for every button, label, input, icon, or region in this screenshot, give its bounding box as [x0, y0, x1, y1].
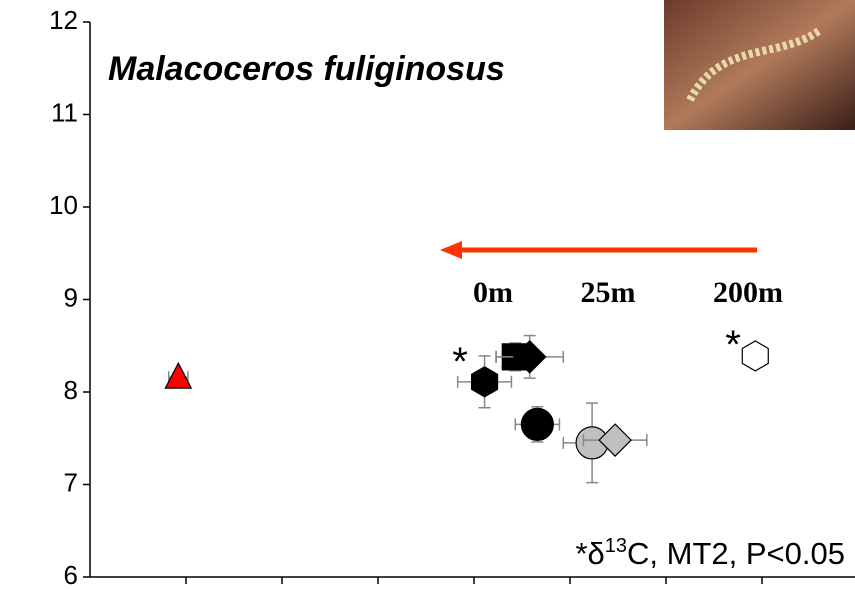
chart: Malacoceros fuliginosus 0m 25m 200m * * … — [0, 0, 855, 590]
y-tick-label: 10 — [49, 190, 78, 220]
photo — [664, 0, 855, 130]
y-tick-label: 8 — [64, 375, 78, 405]
note-superscript: 13 — [605, 535, 627, 557]
point — [742, 341, 768, 371]
y-tick-label: 9 — [64, 282, 78, 312]
y-tick-label: 6 — [64, 560, 78, 590]
y-tick-label: 11 — [51, 97, 78, 127]
depth-label: 25m — [581, 276, 636, 309]
note-text: C, MT2, P<0.05 — [627, 536, 845, 571]
significance-mark: * — [452, 340, 468, 384]
y-tick-label: 12 — [49, 5, 78, 35]
significance-mark: * — [725, 323, 741, 367]
depth-label: 0m — [473, 276, 513, 309]
note-text: *δ — [575, 536, 604, 571]
arrow-head — [440, 241, 462, 259]
chart-title: Malacoceros fuliginosus — [108, 50, 505, 88]
point — [521, 408, 553, 440]
note: *δ13C, MT2, P<0.05 — [575, 535, 845, 571]
depth-label: 200m — [713, 276, 783, 309]
point — [472, 367, 498, 397]
y-tick-label: 7 — [64, 467, 78, 497]
